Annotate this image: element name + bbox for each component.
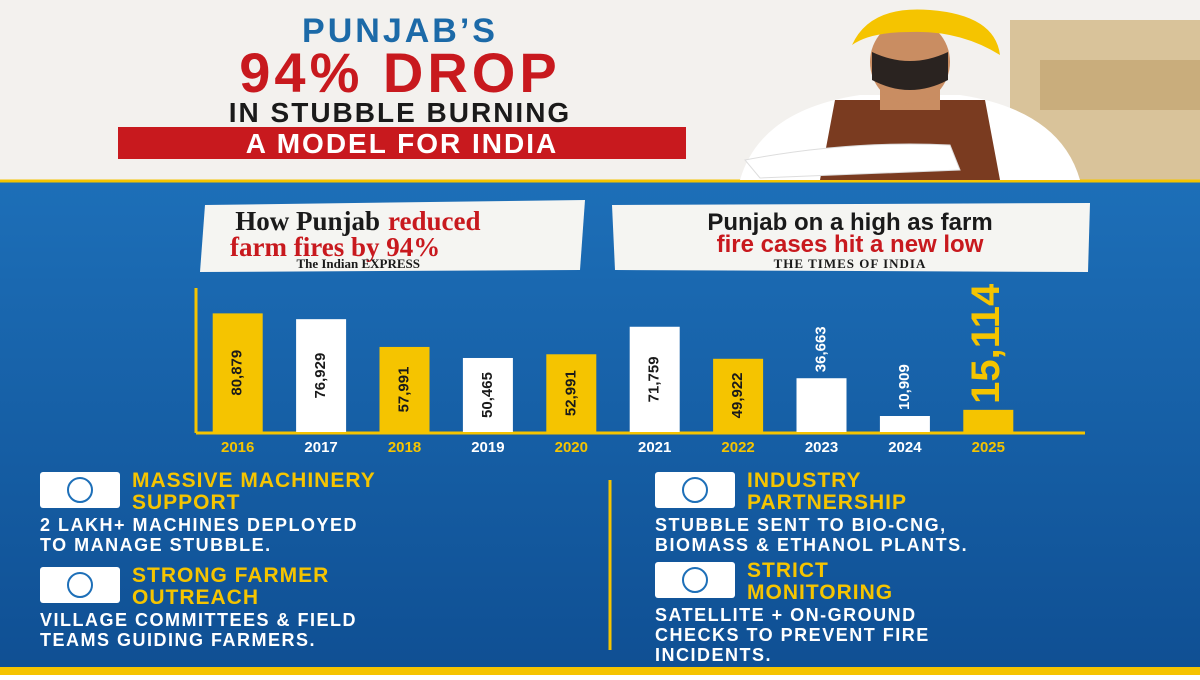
feature-icon-glyph [682,567,708,593]
x-tick-label: 2024 [888,439,922,456]
x-tick-label: 2018 [388,439,421,456]
headline-source: THE TIMES OF INDIA [774,256,927,271]
feature-title: PARTNERSHIP [747,491,907,514]
value-label: 57,991 [395,367,412,413]
feature-title: OUTREACH [132,586,259,609]
bar [713,358,764,432]
bar [462,357,513,432]
feature-icon [40,472,120,508]
value-label: 71,759 [646,356,663,402]
value-label: 36,663 [812,326,829,372]
feature-icon-glyph [682,477,708,503]
x-tick-label: 2017 [304,439,337,456]
hay-bale [1040,60,1200,110]
value-label: 76,929 [312,353,329,399]
feature-description: CHECKS TO PREVENT FIRE [655,625,930,645]
value-label: 49,922 [729,372,746,418]
feature-icon [655,562,735,598]
value-label: 52,991 [562,370,579,416]
headline-text: Punjab on a high as farm [707,209,992,236]
x-tick-label: 2020 [555,439,588,456]
tagline: A MODEL FOR INDIA [246,128,558,159]
feature-title: MASSIVE MACHINERY [132,469,376,492]
footer-strip [0,667,1200,675]
clipping [612,203,1090,272]
title-line2: 94% DROP [239,41,560,104]
bar-chart: 2016 80,879 2017 76,929 2018 57,991 2019 50,465… [194,283,1085,456]
x-tick-label: 2019 [471,439,504,456]
headline-text: farm fires by 94% [230,232,440,262]
value-label: 50,465 [479,372,496,418]
feature-icon-glyph [67,572,93,598]
feature-title: SUPPORT [132,491,241,514]
value-label: 80,879 [229,350,246,396]
feature-title: STRICT [747,559,829,582]
bar [629,326,680,432]
title-line1: PUNJAB’S [302,12,498,50]
x-tick-label: 2021 [638,439,671,456]
feature-title: INDUSTRY [747,469,862,492]
headline-text: fire cases hit a new low [717,231,984,258]
headline-source: The Indian EXPRESS [296,256,420,271]
feature-title: MONITORING [747,581,893,604]
bar [379,346,430,432]
bar [212,313,263,432]
x-tick-label: 2022 [721,439,754,456]
feature-title: STRONG FARMER [132,564,329,587]
feature-description: INCIDENTS. [655,645,772,665]
bar [796,378,847,432]
headline-text: reduced [388,206,481,236]
feature-description: TEAMS GUIDING FARMERS. [40,630,316,650]
feature-icon [40,567,120,603]
feature-description: BIOMASS & ETHANOL PLANTS. [655,535,968,555]
feature-description: SATELLITE + ON-GROUND [655,605,917,625]
feature-description: TO MANAGE STUBBLE. [40,535,272,555]
clipping [200,200,585,272]
feature-description: 2 LAKH+ MACHINES DEPLOYED [40,515,358,535]
bar [963,409,1014,432]
x-tick-label: 2025 [972,439,1005,456]
feature-icon [655,472,735,508]
x-tick-label: 2016 [221,439,254,456]
feature-description: VILLAGE COMMITTEES & FIELD [40,610,357,630]
title-line3: IN STUBBLE BURNING [229,97,571,128]
bar [879,416,930,432]
feature-description: STUBBLE SENT TO BIO-CNG, [655,515,947,535]
headline-text: How Punjab [235,206,380,236]
value-label: 15,114 [964,283,1008,404]
bar [296,319,347,432]
x-tick-label: 2023 [805,439,838,456]
value-label: 10,909 [896,364,913,410]
portrait [740,9,1080,180]
tagline-box [118,127,686,159]
bar [546,354,597,432]
feature-icon-glyph [67,477,93,503]
